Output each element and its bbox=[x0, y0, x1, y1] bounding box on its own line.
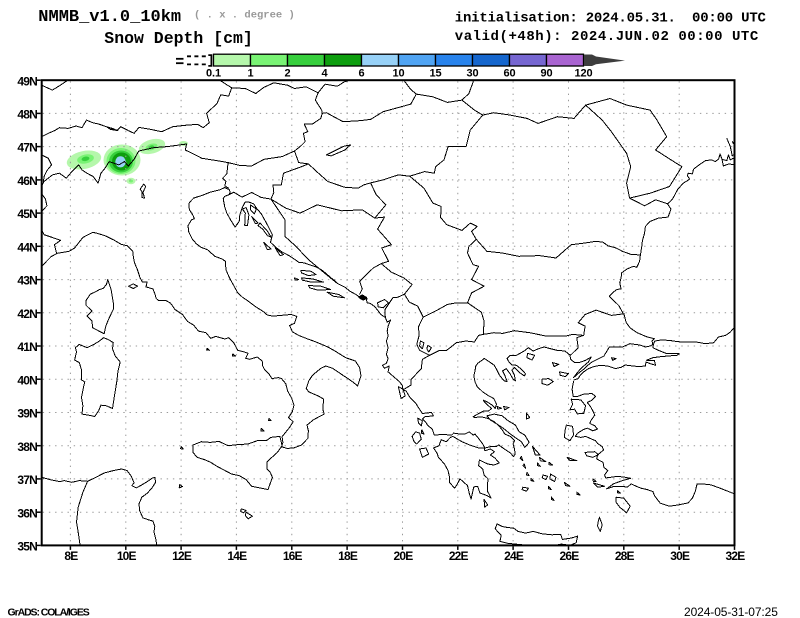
svg-text:46N: 46N bbox=[17, 174, 37, 188]
svg-text:12E: 12E bbox=[172, 549, 192, 563]
svg-text:16E: 16E bbox=[283, 549, 303, 563]
svg-text:1: 1 bbox=[247, 68, 253, 80]
svg-text:35N: 35N bbox=[17, 540, 37, 554]
svg-text:26E: 26E bbox=[560, 549, 580, 563]
svg-text:NMMB_v1.0_10km: NMMB_v1.0_10km bbox=[38, 8, 181, 27]
svg-text:24E: 24E bbox=[504, 549, 524, 563]
svg-text:38N: 38N bbox=[17, 440, 37, 454]
svg-text:48N: 48N bbox=[17, 108, 37, 122]
svg-text:32E: 32E bbox=[726, 549, 746, 563]
svg-text:18E: 18E bbox=[338, 549, 358, 563]
svg-text:41N: 41N bbox=[17, 340, 37, 354]
svg-text:15: 15 bbox=[429, 68, 441, 80]
svg-text:44N: 44N bbox=[17, 240, 37, 254]
svg-text:30E: 30E bbox=[670, 549, 690, 563]
svg-text:47N: 47N bbox=[17, 141, 37, 155]
svg-text:49N: 49N bbox=[17, 74, 37, 88]
svg-text:30: 30 bbox=[466, 68, 478, 80]
svg-text:GrADS: COLA/IGES: GrADS: COLA/IGES bbox=[8, 607, 90, 618]
svg-text:4: 4 bbox=[321, 68, 328, 80]
svg-text:43N: 43N bbox=[17, 274, 37, 288]
svg-text:6: 6 bbox=[358, 68, 364, 80]
svg-text:28E: 28E bbox=[615, 549, 635, 563]
svg-text:( . x . degree ): ( . x . degree ) bbox=[194, 10, 295, 22]
svg-text:10: 10 bbox=[392, 68, 404, 80]
svg-text:8E: 8E bbox=[64, 549, 78, 563]
svg-text:42N: 42N bbox=[17, 307, 37, 321]
svg-text:22E: 22E bbox=[449, 549, 469, 563]
svg-text:Snow Depth [cm]: Snow Depth [cm] bbox=[104, 29, 253, 48]
svg-text:45N: 45N bbox=[17, 207, 37, 221]
svg-text:0.1: 0.1 bbox=[206, 68, 221, 80]
svg-text:40N: 40N bbox=[17, 373, 37, 387]
svg-text:36N: 36N bbox=[17, 506, 37, 520]
svg-text:20E: 20E bbox=[394, 549, 414, 563]
svg-text:initialisation: 2024.05.31. 0: initialisation: 2024.05.31. 00:00 UTC bbox=[455, 10, 767, 26]
svg-text:2024-05-31-07:25: 2024-05-31-07:25 bbox=[684, 605, 778, 618]
svg-text:90: 90 bbox=[540, 68, 552, 80]
svg-text:2: 2 bbox=[284, 68, 290, 80]
svg-text:60: 60 bbox=[503, 68, 515, 80]
svg-text:valid(+48h): 2024.JUN.02 00:00: valid(+48h): 2024.JUN.02 00:00 UTC bbox=[455, 29, 759, 45]
svg-text:37N: 37N bbox=[17, 473, 37, 487]
svg-text:120: 120 bbox=[574, 68, 592, 80]
svg-text:10E: 10E bbox=[117, 549, 137, 563]
svg-text:14E: 14E bbox=[227, 549, 247, 563]
svg-text:39N: 39N bbox=[17, 407, 37, 421]
